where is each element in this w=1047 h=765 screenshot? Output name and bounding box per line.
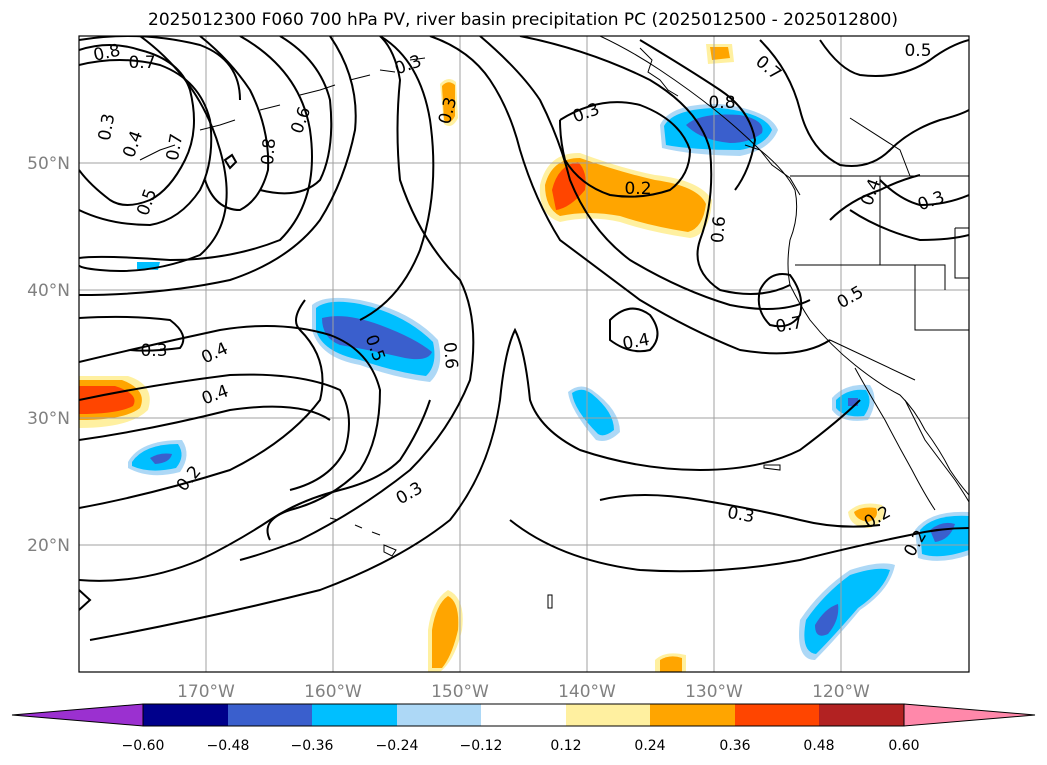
colorbar-segment: [735, 704, 819, 726]
colorbar-tick-label: 0.48: [803, 738, 834, 754]
contour-label: 0.3: [95, 112, 119, 142]
contour-label: 0.7: [774, 313, 804, 337]
contour-label: 0.5: [904, 41, 931, 61]
contour-label: 0.3: [140, 341, 167, 361]
colorbar-segment: [650, 704, 735, 726]
lon-ticks: 170°W 160°W 150°W 140°W 130°W 120°W: [177, 682, 870, 702]
colorbar-segment: [312, 704, 397, 726]
colorbar-extend-max: [903, 703, 1036, 727]
colorbar-tick-label: 0.36: [719, 738, 750, 754]
colorbar-tick-label: −0.60: [122, 738, 165, 754]
map-border: [78, 35, 970, 673]
colorbar-tick-label: −0.12: [460, 738, 503, 754]
contour-label: 0.6: [708, 215, 730, 244]
contour-label: 0.8: [708, 93, 735, 113]
contour-label: 0.2: [624, 179, 651, 199]
colorbar-tick-label: 0.12: [550, 738, 581, 754]
lat-tick-label: 20°N: [27, 536, 70, 556]
colorbar-tick-label: −0.48: [207, 738, 250, 754]
colorbar-segment: [143, 704, 228, 726]
contour-label: 0.7: [163, 132, 187, 162]
colorbar-segment: [397, 704, 481, 726]
colorbar: −0.60 −0.48 −0.36 −0.24 −0.12 0.12 0.24 …: [11, 703, 1036, 754]
contour-labels: 0.8 0.7 0.3 0.4 0.7 0.5 0.6 0.8 0.3 0.3 …: [92, 41, 948, 561]
colorbar-frame: [142, 703, 905, 727]
lon-tick-label: 170°W: [177, 682, 235, 702]
colorbar-segment: [566, 704, 650, 726]
lat-ticks: 50°N 40°N 30°N 20°N: [27, 154, 70, 556]
colorbar-tick-label: −0.36: [291, 738, 334, 754]
lon-tick-label: 140°W: [558, 682, 616, 702]
lon-tick-label: 120°W: [812, 682, 870, 702]
lat-tick-label: 30°N: [27, 409, 70, 429]
lon-tick-label: 130°W: [685, 682, 743, 702]
lon-tick-label: 150°W: [431, 682, 489, 702]
lon-tick-label: 160°W: [304, 682, 362, 702]
figure-title: 2025012300 F060 700 hPa PV, river basin …: [148, 10, 898, 30]
contour-label: 0.6: [439, 341, 461, 370]
colorbar-tick-label: 0.60: [888, 738, 919, 754]
colorbar-tick-label: −0.24: [376, 738, 419, 754]
colorbar-tick-label: 0.24: [634, 738, 665, 754]
contour-label: 0.8: [258, 137, 280, 166]
colorbar-segment: [819, 704, 904, 726]
contour-label: 0.3: [726, 503, 756, 527]
contour-label: 0.4: [621, 330, 651, 354]
colorbar-segment: [481, 704, 566, 726]
lat-tick-label: 40°N: [27, 281, 70, 301]
colorbar-segment: [228, 704, 312, 726]
contour-label: 0.7: [128, 53, 155, 73]
lat-tick-label: 50°N: [27, 154, 70, 174]
pv-contours: [79, 36, 969, 641]
map-panel: 0.8 0.7 0.3 0.4 0.7 0.5 0.6 0.8 0.3 0.3 …: [79, 36, 969, 672]
coastlines: [139, 36, 969, 609]
colorbar-extend-min: [11, 703, 144, 727]
